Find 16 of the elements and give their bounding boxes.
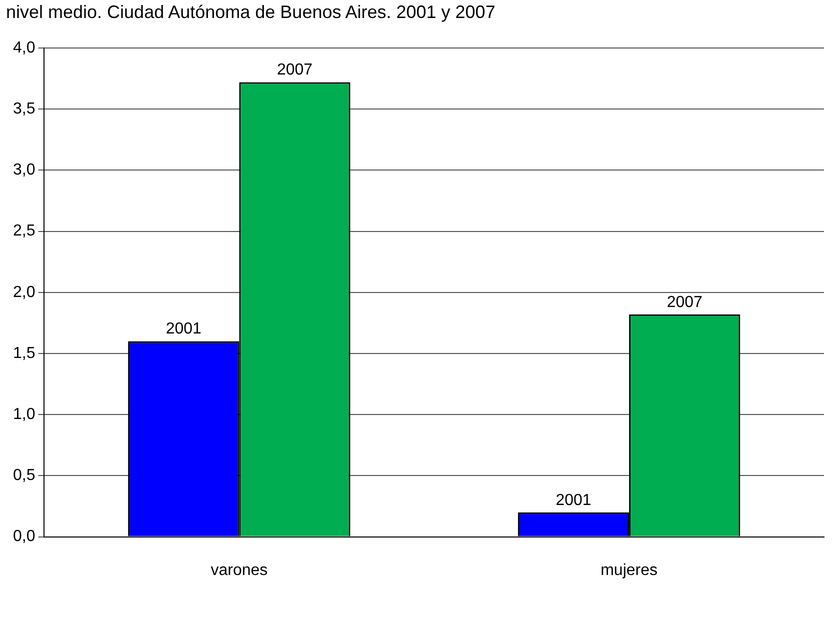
- y-tick-label: 3,0: [12, 162, 36, 179]
- text: 2007: [276, 62, 313, 79]
- y-tick-label: 2,0: [12, 284, 36, 301]
- chart-title: nivel medio. Ciudad Autónoma de Buenos Aires. 2001 y 2007: [6, 2, 496, 23]
- x-tick-label: varones: [210, 562, 268, 579]
- series-label: 2007: [666, 294, 703, 311]
- y-tick-label: 4,0: [12, 39, 36, 56]
- y-tick-label: 1,5: [12, 344, 36, 362]
- y-tick-label: 0,5: [12, 467, 36, 484]
- text: 2001: [556, 492, 592, 509]
- y-tick-label: 1,0: [12, 406, 36, 424]
- y-tick-label: 2,5: [12, 222, 36, 240]
- y-tick-label: 0,0: [12, 528, 36, 546]
- y-tick-label: 3,5: [12, 100, 36, 118]
- series-label: 2001: [166, 320, 202, 338]
- x-tick-label: mujeres: [600, 562, 658, 579]
